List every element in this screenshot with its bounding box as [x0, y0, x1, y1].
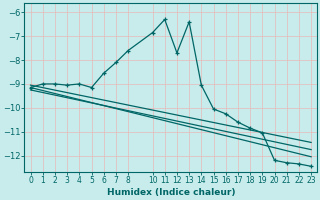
X-axis label: Humidex (Indice chaleur): Humidex (Indice chaleur): [107, 188, 235, 197]
